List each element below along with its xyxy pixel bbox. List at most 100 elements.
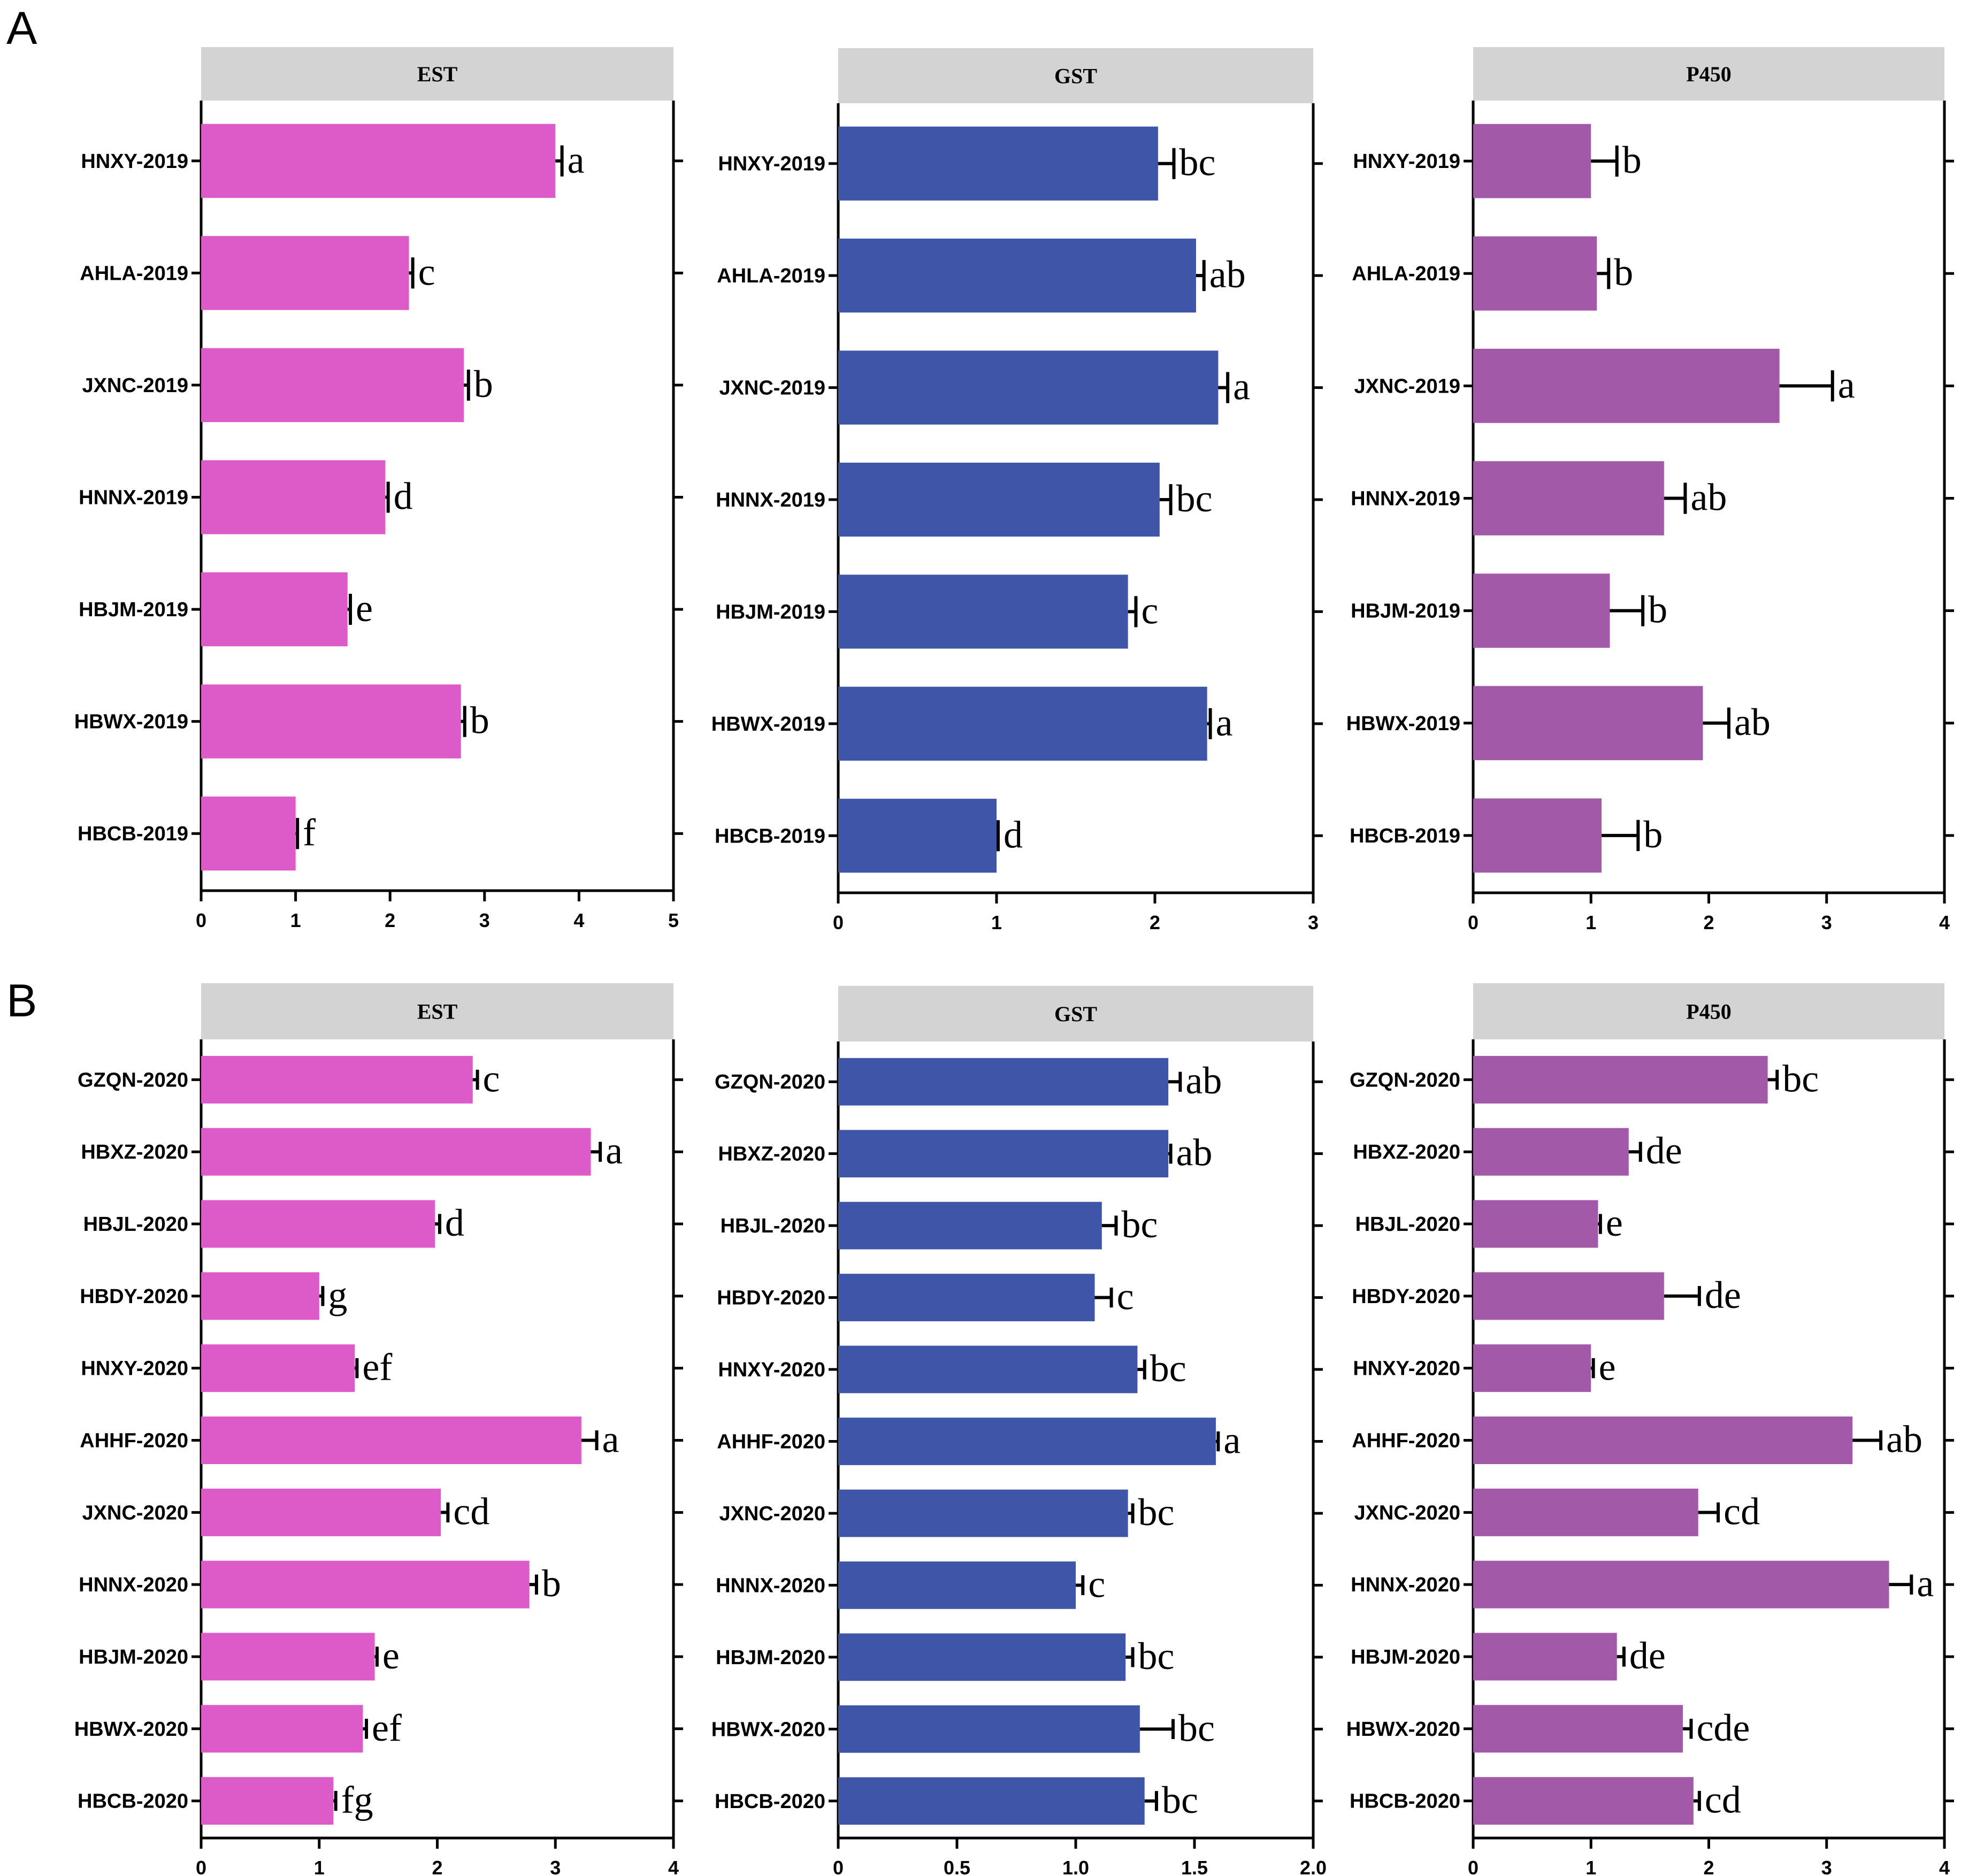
significance-letter: a [1917, 1562, 1934, 1605]
significance-letter: a [568, 139, 585, 181]
significance-letter: b [1614, 251, 1633, 294]
x-tick-label: 2 [1703, 912, 1714, 933]
category-label: HBCB-2019 [1350, 825, 1460, 847]
category-label: HBXZ-2020 [81, 1141, 188, 1163]
x-tick-label: 4 [1939, 1857, 1950, 1876]
bar [838, 799, 997, 873]
bar [201, 124, 556, 198]
panel-label-a: A [6, 3, 37, 54]
x-tick-label: 4 [1939, 912, 1950, 933]
category-label: GZQN-2020 [1350, 1069, 1460, 1091]
chart-a-gst: GST 0 1 2 3 HNXY-2019 bc AHLA-2019 ab JXNC-2019 a H… [711, 48, 1323, 933]
bar [1473, 1272, 1664, 1320]
facet-title: EST [417, 1000, 458, 1024]
significance-letter: d [445, 1201, 464, 1244]
significance-letter: bc [1176, 477, 1213, 520]
category-label: JXNC-2019 [1354, 375, 1460, 397]
x-tick-label: 2 [432, 1857, 442, 1876]
significance-letter: c [1117, 1275, 1134, 1318]
bar [201, 1128, 591, 1176]
significance-letter: d [394, 475, 413, 518]
category-label: HNNX-2019 [1351, 488, 1460, 510]
bar [1473, 461, 1664, 535]
significance-letter: cd [453, 1490, 489, 1533]
facet-title: P450 [1686, 1000, 1731, 1024]
significance-letter: bc [1179, 141, 1216, 184]
bar [201, 684, 461, 759]
category-label: HBJM-2019 [1351, 600, 1460, 623]
category-label: HBWX-2020 [74, 1718, 188, 1741]
x-tick-label: 2 [385, 909, 395, 931]
bar [838, 239, 1196, 313]
bar [1473, 349, 1780, 423]
bar [838, 1561, 1076, 1609]
bar [838, 126, 1158, 201]
significance-letter: ef [362, 1346, 392, 1389]
significance-letter: b [1622, 139, 1642, 181]
significance-letter: a [606, 1129, 623, 1172]
bar [201, 1633, 375, 1681]
bar [1473, 236, 1597, 311]
x-tick-label: 5 [668, 909, 679, 931]
significance-letter: a [1223, 1419, 1240, 1462]
chart-b-est: EST 0 1 2 3 4 GZQN-2020 c HBXZ-2020 a HBJL-2020 d HB… [74, 983, 683, 1876]
bar [838, 1201, 1102, 1250]
bar [1473, 686, 1703, 761]
bar [1473, 1560, 1889, 1609]
category-label: HBJL-2020 [83, 1213, 188, 1236]
x-tick-label: 1 [290, 909, 301, 931]
bar [838, 1777, 1145, 1825]
facet-title: GST [1054, 64, 1097, 88]
bar [838, 350, 1219, 425]
bar [838, 575, 1128, 649]
category-label: HNXY-2020 [1353, 1358, 1460, 1380]
significance-letter: e [1599, 1346, 1616, 1389]
chart-a-p450: P450 0 1 2 3 4 HNXY-2019 b AHLA-2019 b JXNC-2019 a H… [1346, 47, 1954, 933]
significance-letter: g [328, 1274, 347, 1316]
category-label: HBXZ-2020 [1353, 1141, 1460, 1163]
category-label: HBWX-2020 [1346, 1718, 1460, 1741]
category-label: HBCB-2020 [715, 1790, 825, 1813]
significance-letter: a [1838, 363, 1855, 406]
bar [1473, 1633, 1617, 1681]
significance-letter: ab [1690, 476, 1727, 519]
bar [838, 462, 1160, 537]
significance-letter: c [1088, 1563, 1105, 1605]
x-tick-label: 0 [833, 1857, 844, 1876]
bar [201, 572, 348, 647]
bar [838, 1705, 1140, 1753]
category-label: HBJM-2020 [716, 1647, 825, 1669]
x-tick-label: 0 [196, 1857, 206, 1876]
significance-letter: cd [1705, 1779, 1741, 1821]
significance-letter: bc [1138, 1635, 1175, 1678]
category-label: JXNC-2020 [719, 1503, 825, 1525]
x-tick-label: 1.5 [1181, 1857, 1208, 1876]
x-tick-label: 3 [1821, 1857, 1832, 1876]
category-label: HNNX-2019 [79, 487, 188, 509]
facet-header [201, 983, 673, 1039]
bar [201, 460, 386, 534]
bar [201, 1272, 319, 1320]
category-label: JXNC-2019 [719, 377, 825, 400]
category-label: HNNX-2020 [716, 1574, 825, 1597]
significance-letter: ab [1209, 253, 1246, 296]
panel-label-b: B [6, 975, 37, 1027]
x-tick-label: 3 [550, 1857, 561, 1876]
category-label: HNXY-2019 [718, 153, 825, 175]
x-tick-label: 0 [833, 912, 844, 933]
category-label: JXNC-2020 [82, 1502, 188, 1524]
facet-title: EST [417, 62, 458, 86]
facet-header [838, 48, 1313, 103]
significance-letter: b [542, 1562, 561, 1605]
bar [1473, 1777, 1694, 1825]
bar [1473, 573, 1610, 648]
bar [838, 1489, 1128, 1537]
bar [201, 1200, 435, 1248]
x-tick-label: 1 [991, 912, 1002, 933]
category-label: GZQN-2020 [78, 1069, 188, 1091]
x-tick-label: 1 [1585, 912, 1596, 933]
facet-title: GST [1054, 1002, 1097, 1026]
category-label: AHLA-2019 [80, 262, 188, 285]
bar [838, 1633, 1126, 1681]
